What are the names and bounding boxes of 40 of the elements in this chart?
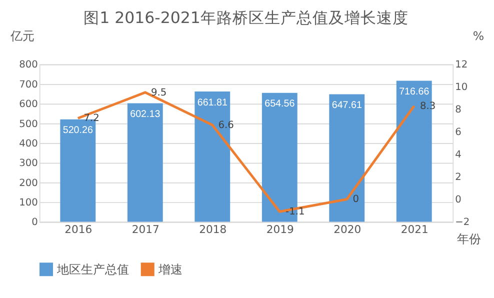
y2-tick-label: 4 (455, 150, 462, 161)
y2-tick-label: 10 (455, 82, 468, 94)
y2-tick-label: 12 (455, 60, 468, 71)
x-tick-label: 2017 (132, 223, 160, 236)
y-tick-label: 500 (19, 118, 38, 130)
data-label: 9.5 (151, 87, 167, 98)
y-tick-label: 300 (19, 158, 38, 170)
y-tick-label: 200 (19, 178, 38, 189)
data-label: 661.81 (197, 97, 228, 108)
x-tick-label: 2019 (266, 223, 294, 236)
y2-tick-label: 6 (455, 127, 462, 138)
y-tick-label: 800 (19, 60, 38, 71)
y-tick-label: 700 (19, 79, 38, 90)
bar (60, 119, 96, 222)
y2-tick-label: 8 (455, 104, 462, 116)
legend-label: 地区生产总值 (56, 262, 130, 276)
data-label: 716.66 (399, 86, 430, 98)
y2-tick-label: −2 (455, 217, 470, 228)
x-tick-label: 2016 (64, 223, 92, 236)
chart-title: 图1 2016-2021年路桥区生产总值及增长速度 (84, 8, 408, 27)
x-tick-label: 2020 (334, 223, 362, 236)
data-label: 520.26 (62, 125, 94, 136)
y-tick-label: 0 (32, 217, 38, 228)
data-label: 602.13 (130, 109, 161, 120)
y-tick-label: 100 (19, 198, 38, 209)
y-tick-label: 400 (19, 138, 38, 150)
y2-axis-title: % (472, 29, 484, 44)
x-axis-title: 年份 (457, 232, 482, 246)
y2-tick-label: 2 (455, 172, 462, 184)
data-label: 647.61 (332, 100, 362, 112)
y-tick-label: 600 (19, 99, 38, 110)
bar (329, 94, 365, 222)
y2-tick-label: 0 (455, 194, 462, 206)
data-label: 0 (352, 194, 360, 206)
data-label: 654.56 (264, 98, 296, 110)
legend-label: 增速 (157, 262, 182, 276)
x-tick-label: 2021 (400, 223, 428, 236)
x-tick-label: 2018 (199, 223, 227, 236)
y-axis-title: 亿元 (9, 29, 34, 44)
bar (127, 103, 163, 222)
